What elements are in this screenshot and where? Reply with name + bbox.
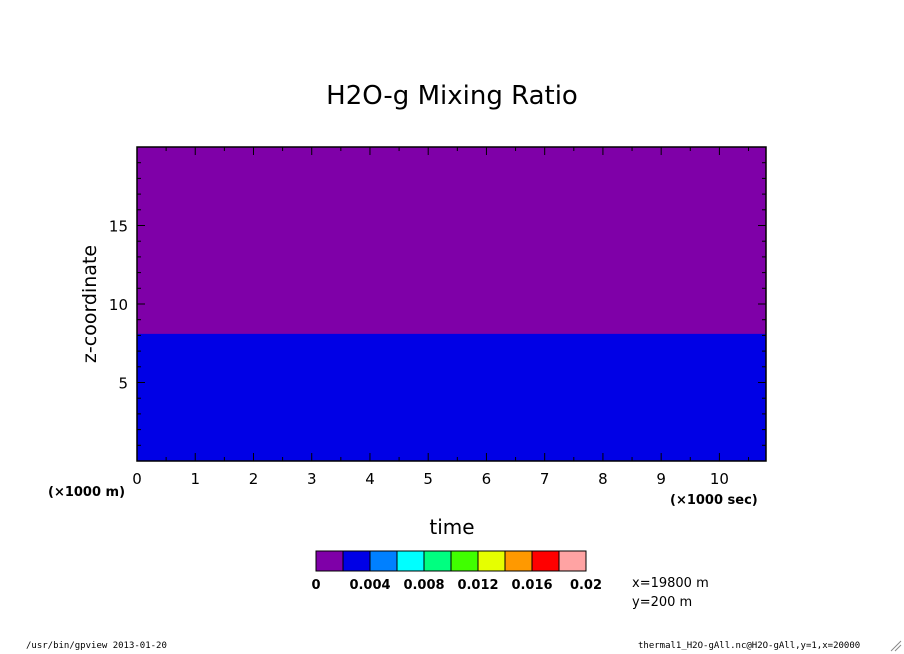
x-tick-label: 1	[190, 470, 200, 488]
colorbar: 0 0.004 0.008 0.012 0.016 0.02	[311, 550, 602, 593]
resize-grip-icon[interactable]	[890, 640, 902, 652]
colorbar-swatch	[369, 550, 398, 572]
x-tick-label: 3	[307, 470, 317, 488]
chart-title: H2O-g Mixing Ratio	[326, 81, 578, 111]
colorbar-swatch	[531, 550, 560, 572]
colorbar-swatch	[450, 550, 479, 572]
colorbar-tick-label: 0.012	[457, 578, 498, 593]
colorbar-swatch	[315, 550, 344, 572]
x-tick-label: 0	[132, 470, 142, 488]
colorbar-tick-label: 0	[311, 578, 320, 593]
footer-left: /usr/bin/gpview 2013-01-20	[26, 641, 167, 651]
y-scale-label: (×1000 m)	[48, 485, 125, 500]
x-tick-label: 10	[710, 470, 729, 488]
x-scale-label: (×1000 sec)	[670, 493, 758, 508]
x-tick-label: 6	[482, 470, 492, 488]
colorbar-tick-label: 0.004	[349, 578, 390, 593]
colorbar-tick-label: 0.016	[511, 578, 552, 593]
colorbar-swatch	[504, 550, 533, 572]
y-tick-label: 5	[118, 375, 128, 393]
x-tick-label: 2	[249, 470, 259, 488]
colorbar-tick-label: 0.008	[403, 578, 444, 593]
axis-ticks: 0 1 2 3 4 5 6 7 8 9 10 5 10 15	[109, 147, 766, 488]
x-tick-label: 4	[365, 470, 375, 488]
x-tick-label: 7	[540, 470, 550, 488]
x-tick-label: 5	[423, 470, 433, 488]
colorbar-swatch	[558, 550, 587, 572]
footer-right: thermal1_H2O-gAll.nc@H2O-gAll,y=1,x=2000…	[638, 641, 861, 651]
y-tick-label: 10	[109, 296, 128, 314]
y-axis-label: z-coordinate	[79, 245, 101, 363]
contour-plot-area	[137, 147, 766, 461]
colorbar-swatch	[423, 550, 452, 572]
colorbar-swatch	[396, 550, 425, 572]
colorbar-swatch	[477, 550, 506, 572]
colorbar-swatch	[342, 550, 371, 572]
y-tick-label: 15	[109, 218, 128, 236]
annotation-y: y=200 m	[632, 595, 692, 610]
x-tick-label: 9	[656, 470, 666, 488]
contour-band-0	[137, 333, 766, 461]
colorbar-tick-label: 0.02	[570, 578, 602, 593]
x-tick-label: 8	[598, 470, 608, 488]
x-axis-label: time	[429, 515, 474, 539]
annotation-x: x=19800 m	[632, 576, 709, 591]
